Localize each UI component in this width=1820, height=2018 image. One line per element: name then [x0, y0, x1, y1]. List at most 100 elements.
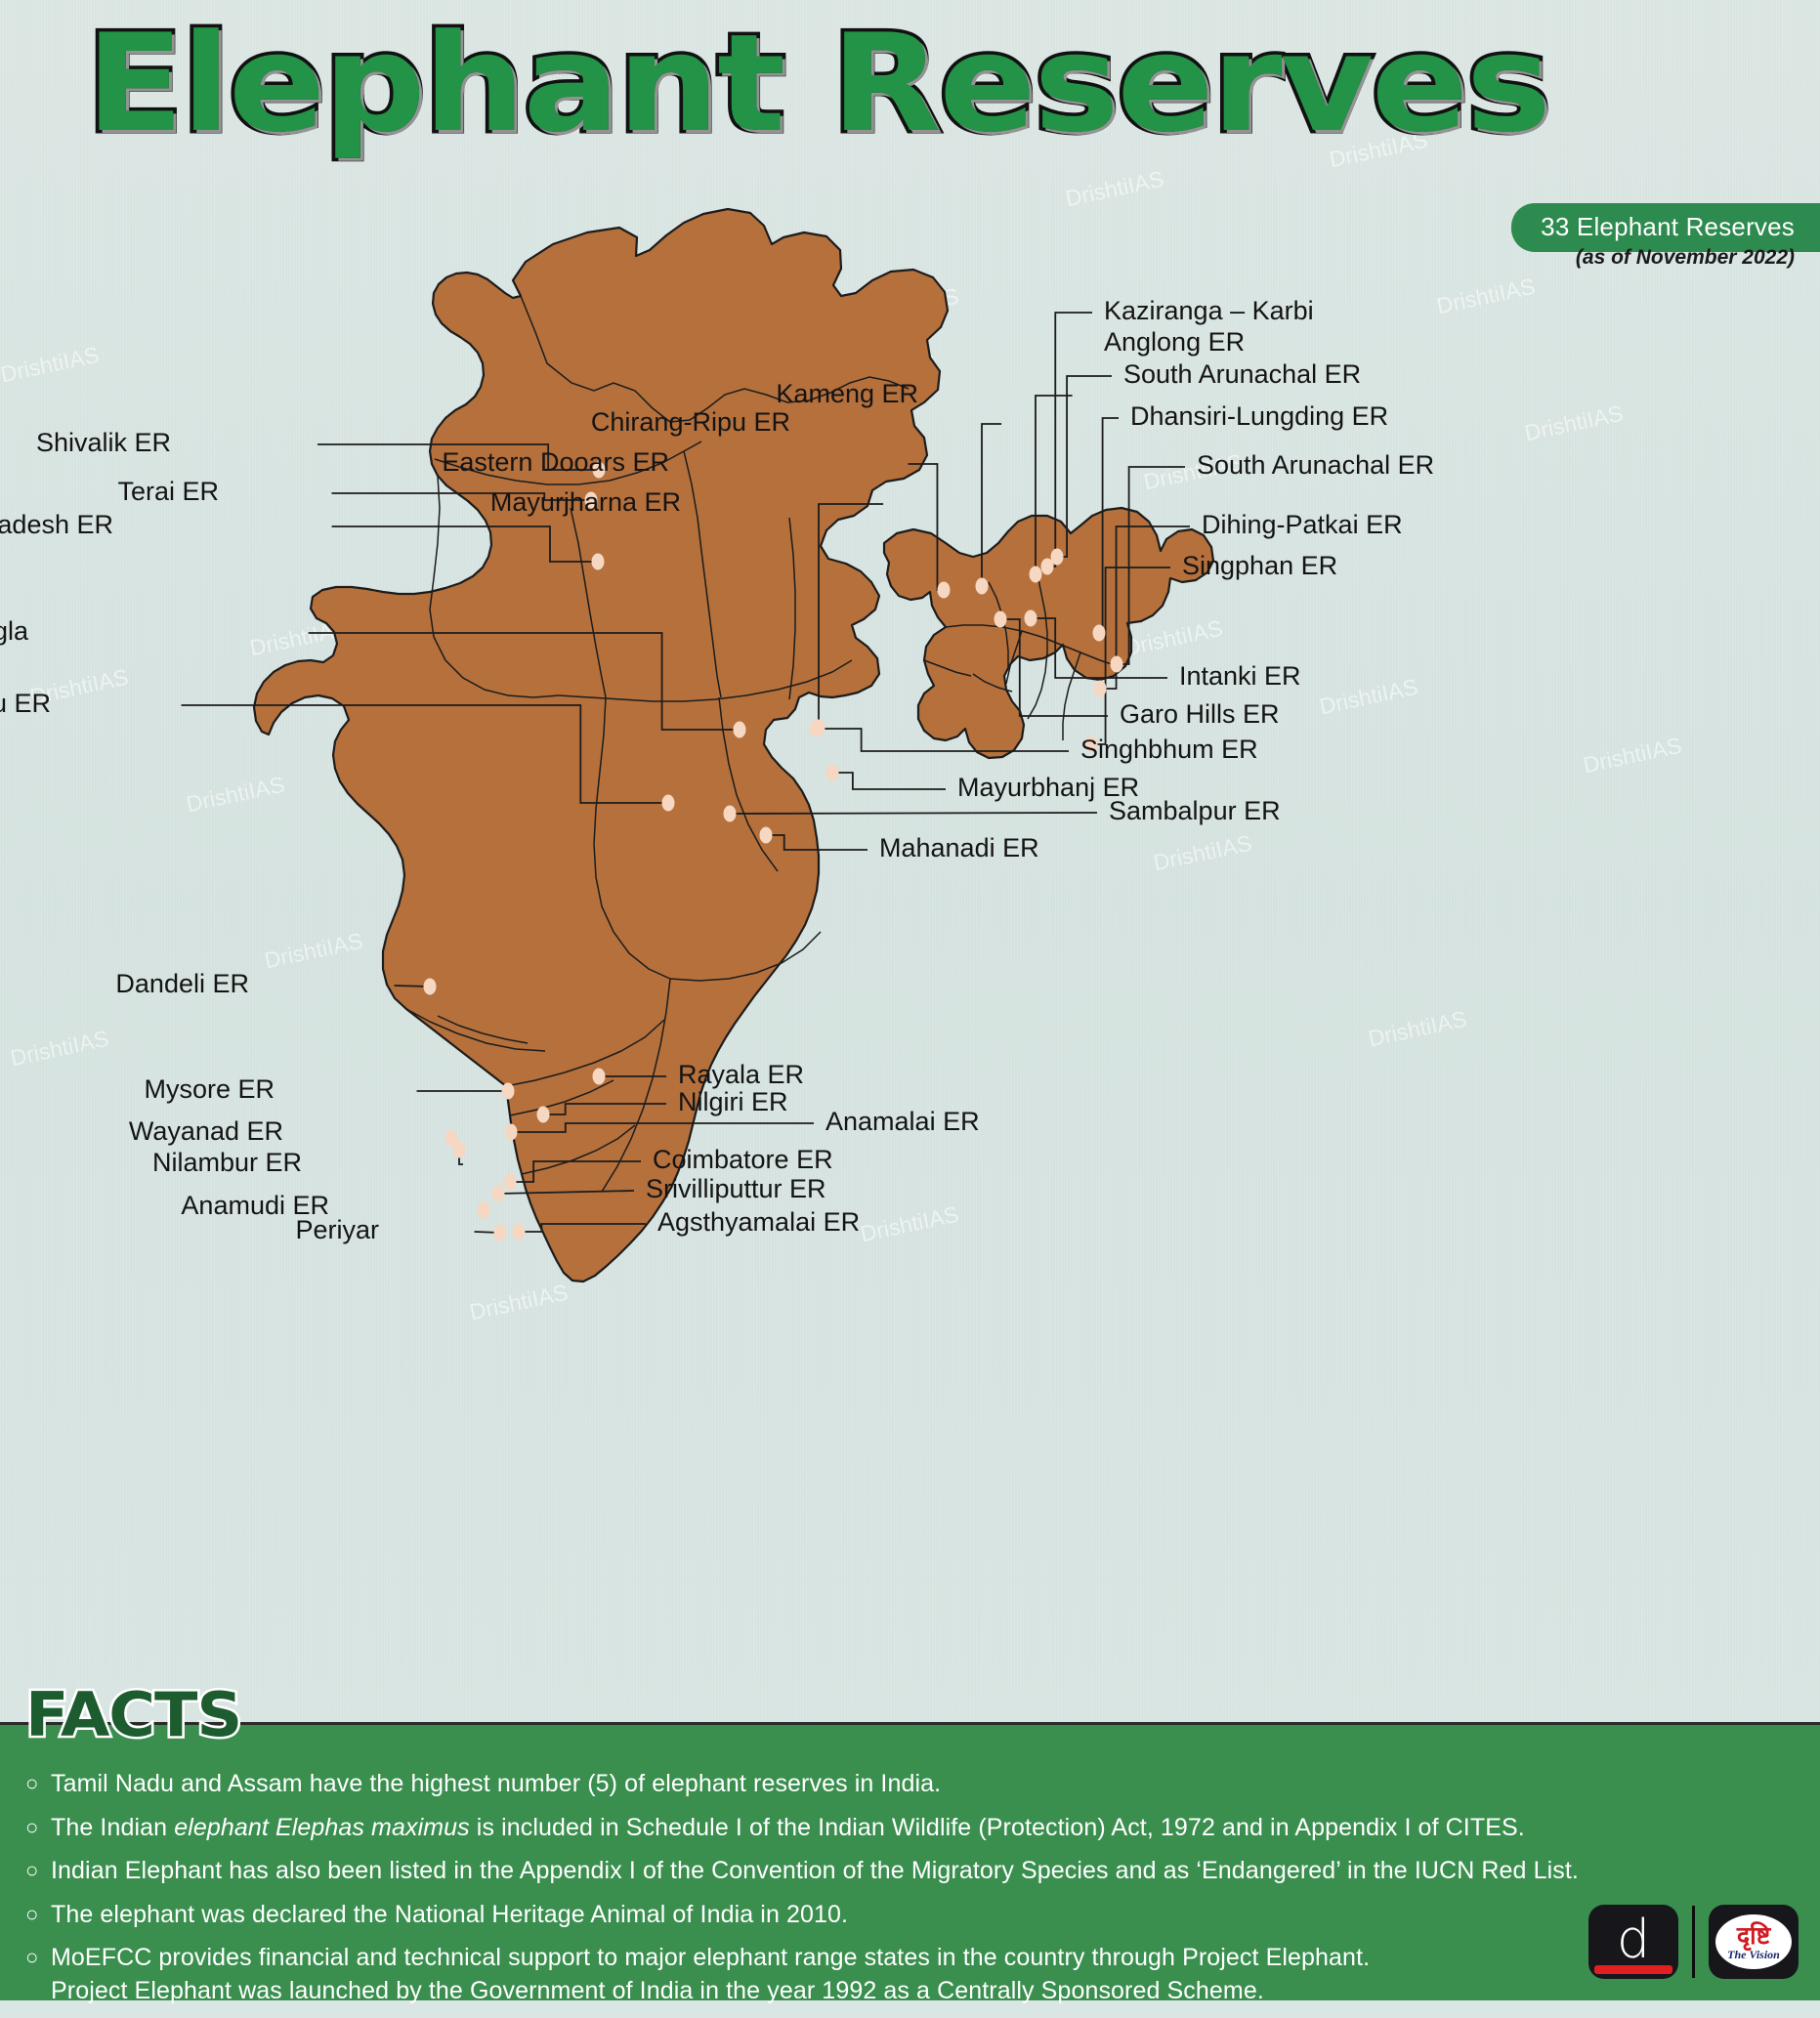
leader-line — [1035, 395, 1073, 574]
reserve-marker — [512, 1223, 526, 1240]
reserve-label: Chirang-Ripu ER — [590, 407, 790, 437]
leader-line — [331, 492, 591, 501]
reserve-marker — [491, 1185, 505, 1202]
facts-list: ○ Tamil Nadu and Assam have the highest n… — [25, 1768, 1794, 2018]
india-map: Shivalik ER Terai ERUttar Pradesh ER Badal… — [0, 207, 1435, 1283]
reserve-label: Badalkhol-Tamorpingla — [0, 616, 28, 646]
fact-text: The elephant was declared the National H… — [51, 1900, 849, 1928]
logo-tagline: The Vision — [1727, 1948, 1780, 1961]
reserve-label: Wayanad ER — [128, 1116, 283, 1146]
leader-line — [832, 772, 946, 790]
reserve-marker — [661, 794, 675, 812]
india-map-svg — [181, 207, 1215, 1283]
fact-text: MoEFCC provides financial and technical … — [51, 1944, 1371, 2004]
map-state-borders — [405, 295, 910, 1193]
reserve-marker — [1029, 566, 1042, 583]
leader-line — [981, 423, 1002, 586]
reserve-marker — [975, 577, 989, 595]
reserve-count-badge: 33 Elephant Reserves — [1511, 203, 1820, 252]
leader-line — [1000, 618, 1108, 717]
leader-line — [543, 1103, 666, 1115]
logo-devanagari-text: दृष्टि — [1736, 1921, 1771, 1950]
reserve-marker — [452, 1141, 466, 1158]
badge-asof-note: (as of November 2022) — [1575, 246, 1795, 269]
fact-item: ○ The Indian elephant Elephas maximus is … — [25, 1812, 1794, 1845]
reserve-marker — [592, 1068, 606, 1085]
reserve-label: Mahanadi ER — [879, 833, 1039, 862]
reserve-label: Anamalai ER — [825, 1107, 980, 1136]
leader-line — [1031, 617, 1167, 679]
leader-line — [519, 1223, 646, 1233]
fact-item: ○ Indian Elephant has also been listed in… — [25, 1855, 1794, 1888]
reserve-label: Mayurbhanj ER — [957, 773, 1140, 802]
bullet-icon: ○ — [25, 1945, 39, 1969]
reserve-label: Nilambur ER — [151, 1148, 302, 1177]
reserve-label: Periyar — [295, 1215, 379, 1244]
leader-line — [331, 526, 598, 563]
fact-item: ○ MoEFCC provides financial and technical… — [25, 1942, 1794, 2007]
fact-item: ○ Tamil Nadu and Assam have the highest n… — [25, 1768, 1794, 1801]
reserve-marker — [1050, 548, 1064, 566]
leader-line — [816, 728, 1069, 752]
reserve-marker — [503, 1173, 517, 1191]
reserve-label: Eastern Dooars ER — [442, 447, 669, 477]
reserve-marker — [493, 1224, 507, 1241]
map-northeast-borders — [923, 573, 1119, 740]
reserve-label: Shivalik ER — [35, 428, 171, 457]
reserve-marker — [1093, 680, 1107, 697]
leader-line — [308, 632, 740, 731]
fact-text: The Indian elephant Elephas maximus is i… — [51, 1813, 1525, 1841]
bullet-icon: ○ — [25, 1858, 39, 1882]
reserve-label: South Arunachal ER — [1123, 359, 1362, 389]
map-northeast — [882, 506, 1215, 760]
leader-line — [317, 443, 599, 471]
reserve-label: Kameng ER — [776, 379, 918, 408]
reserve-label: Uttar Pradesh ER — [0, 510, 113, 539]
leader-line — [497, 1190, 635, 1195]
reserve-label: South Arunachal ER — [1197, 450, 1435, 480]
reserve-marker — [504, 1123, 518, 1141]
reserve-marker — [1040, 558, 1054, 575]
leader-line — [818, 503, 884, 728]
reserve-label: Lemru ER — [0, 689, 51, 718]
leader-line — [511, 1122, 814, 1133]
reserve-marker — [444, 1129, 458, 1147]
page-title: Elephant Reserves — [82, 5, 1554, 162]
leader-line — [729, 812, 1098, 815]
logo-red-strip — [1594, 1965, 1672, 1974]
reserve-marker — [1110, 655, 1123, 673]
reserve-marker — [937, 581, 951, 599]
reserve-marker — [825, 764, 839, 781]
drishti-d-logo: d — [1588, 1905, 1678, 1979]
bullet-icon: ○ — [25, 1771, 39, 1795]
reserve-label: Terai ER — [117, 477, 219, 506]
reserve-marker — [809, 720, 823, 737]
facts-heading: FACTS — [22, 1677, 244, 1753]
reserve-marker — [723, 805, 737, 822]
species-name: elephant Elephas maximus — [174, 1813, 470, 1841]
reserve-label: Dihing-Patkai ER — [1202, 510, 1403, 539]
reserve-label: Rayala ER — [678, 1060, 805, 1089]
reserve-label: Nilgiri ER — [678, 1087, 788, 1116]
logo-divider — [1692, 1906, 1695, 1978]
fact-text: Tamil Nadu and Assam have the highest nu… — [51, 1770, 942, 1797]
leader-line — [510, 1160, 641, 1183]
reserve-marker — [592, 461, 606, 479]
reserve-label: Intanki ER — [1179, 661, 1301, 691]
reserve-label: Mysore ER — [144, 1074, 275, 1104]
reserve-label: Agsthyamalai ER — [657, 1207, 861, 1237]
logo-d-letter: d — [1616, 1909, 1651, 1970]
leader-line — [1091, 567, 1170, 745]
reserve-marker — [501, 1082, 515, 1100]
reserve-label: Singphan ER — [1182, 551, 1338, 580]
bullet-icon: ○ — [25, 1814, 39, 1839]
reserve-marker — [1084, 736, 1098, 753]
reserve-label: Coimbatore ER — [653, 1145, 833, 1174]
fact-item: ○ The elephant was declared the National … — [25, 1899, 1794, 1932]
reserve-marker — [477, 1201, 490, 1219]
reserve-marker — [584, 491, 598, 509]
reserve-label: Srivilliputtur ER — [646, 1174, 826, 1203]
leader-lines — [181, 312, 1190, 1234]
map-landmass — [252, 207, 950, 1283]
leader-line — [1100, 526, 1190, 690]
